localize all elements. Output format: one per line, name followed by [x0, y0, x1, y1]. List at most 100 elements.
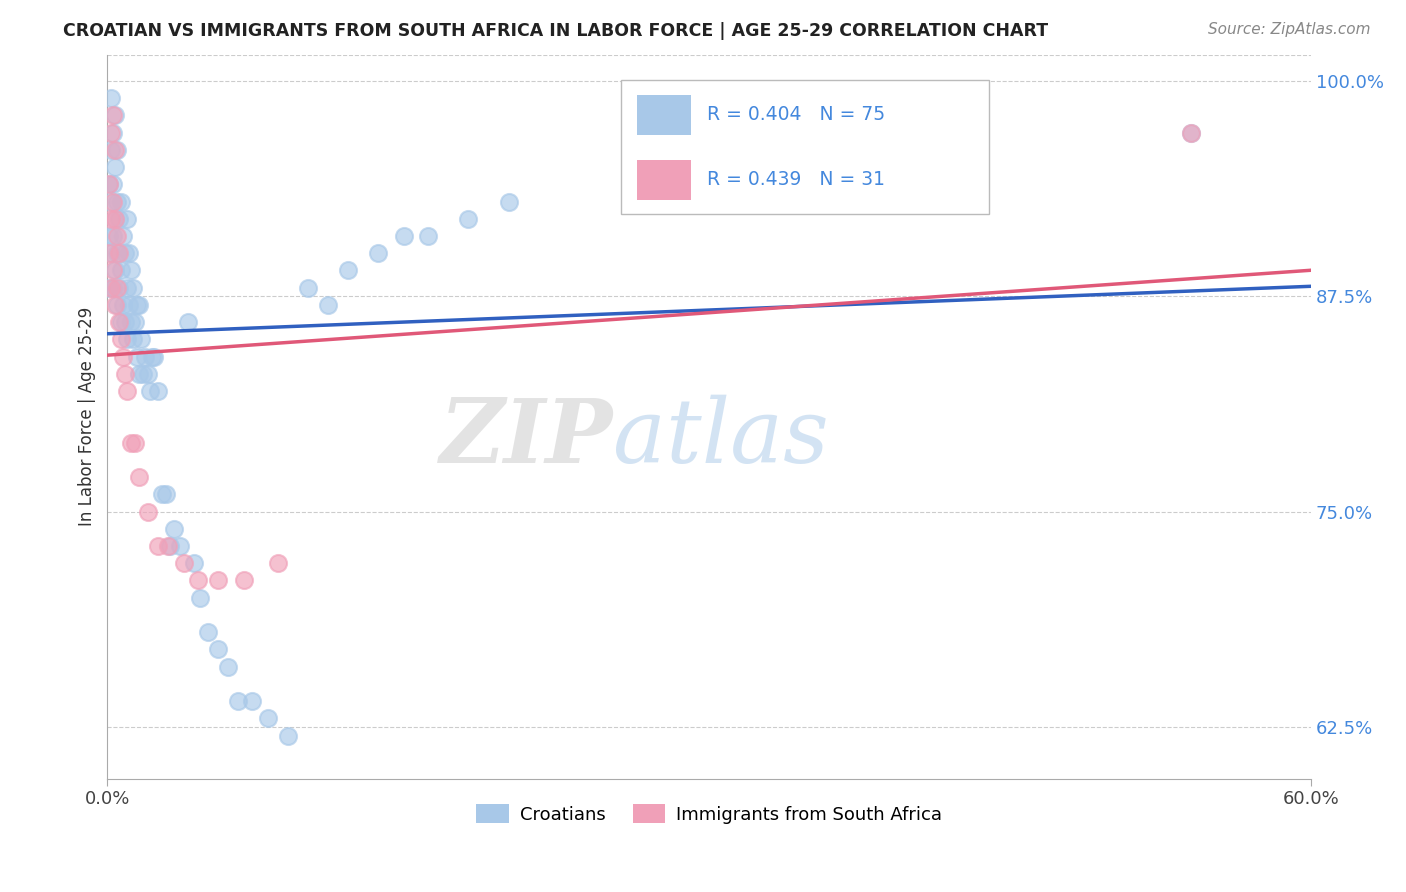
Point: [117, 211, 139, 226]
Point: [108, 281, 131, 295]
Point: [120, 435, 142, 450]
Point: [141, 350, 163, 364]
Point: [103, 229, 125, 244]
Point: [107, 246, 129, 260]
Point: [146, 539, 169, 553]
Point: [1180, 126, 1202, 140]
Point: [176, 315, 198, 329]
Point: [240, 694, 263, 708]
Point: [104, 211, 127, 226]
Point: [117, 384, 139, 398]
Point: [498, 194, 520, 209]
Point: [120, 315, 142, 329]
Point: [110, 315, 132, 329]
Point: [104, 263, 127, 277]
Point: [110, 332, 132, 346]
Text: atlas: atlas: [613, 395, 828, 482]
Point: [112, 350, 135, 364]
Point: [107, 298, 129, 312]
Point: [114, 246, 136, 260]
Point: [104, 143, 127, 157]
Point: [98, 229, 121, 244]
Point: [217, 659, 239, 673]
Point: [457, 211, 479, 226]
Point: [103, 263, 125, 277]
Point: [104, 298, 127, 312]
Point: [136, 367, 159, 381]
Point: [112, 298, 135, 312]
Point: [107, 281, 129, 295]
Point: [128, 298, 150, 312]
Point: [162, 522, 184, 536]
Point: [103, 281, 125, 295]
Point: [112, 229, 135, 244]
Point: [277, 729, 299, 743]
FancyBboxPatch shape: [637, 160, 692, 200]
Point: [188, 591, 211, 605]
Point: [128, 367, 150, 381]
Point: [100, 194, 122, 209]
Point: [120, 263, 142, 277]
Point: [394, 229, 416, 244]
Point: [114, 367, 136, 381]
Point: [134, 350, 156, 364]
Point: [100, 143, 122, 157]
Point: [108, 315, 131, 329]
Text: R = 0.439   N = 31: R = 0.439 N = 31: [707, 170, 884, 189]
Point: [110, 263, 132, 277]
Point: [146, 384, 169, 398]
Point: [297, 281, 319, 295]
Point: [638, 160, 661, 174]
Point: [108, 246, 131, 260]
Point: [98, 178, 121, 192]
Point: [367, 246, 389, 260]
Point: [98, 178, 121, 192]
Point: [138, 384, 160, 398]
Point: [104, 160, 127, 174]
Point: [122, 332, 145, 346]
Point: [107, 229, 129, 244]
Point: [110, 194, 132, 209]
Point: [104, 211, 127, 226]
Text: ZIP: ZIP: [440, 395, 613, 482]
Point: [117, 281, 139, 295]
Point: [173, 556, 195, 570]
Point: [100, 91, 122, 105]
Text: Source: ZipAtlas.com: Source: ZipAtlas.com: [1208, 22, 1371, 37]
Text: CROATIAN VS IMMIGRANTS FROM SOUTH AFRICA IN LABOR FORCE | AGE 25-29 CORRELATION : CROATIAN VS IMMIGRANTS FROM SOUTH AFRICA…: [63, 22, 1049, 40]
Point: [136, 505, 159, 519]
Point: [103, 194, 125, 209]
Point: [107, 194, 129, 209]
Point: [169, 539, 191, 553]
Text: R = 0.404   N = 75: R = 0.404 N = 75: [707, 105, 884, 124]
FancyBboxPatch shape: [637, 95, 692, 135]
Point: [128, 470, 150, 484]
Legend: Croatians, Immigrants from South Africa: Croatians, Immigrants from South Africa: [470, 797, 949, 831]
Point: [103, 178, 125, 192]
Point: [418, 229, 440, 244]
Point: [100, 126, 122, 140]
Point: [207, 574, 229, 588]
Point: [114, 315, 136, 329]
Y-axis label: In Labor Force | Age 25-29: In Labor Force | Age 25-29: [79, 307, 96, 526]
Point: [131, 332, 153, 346]
Point: [207, 642, 229, 657]
Point: [122, 281, 145, 295]
Point: [108, 211, 131, 226]
Point: [142, 350, 165, 364]
Point: [124, 435, 146, 450]
Point: [1180, 126, 1202, 140]
Point: [100, 246, 122, 260]
Point: [187, 574, 209, 588]
Point: [100, 281, 122, 295]
Point: [118, 246, 141, 260]
Point: [257, 711, 280, 725]
Point: [98, 281, 121, 295]
Point: [226, 694, 249, 708]
Point: [127, 350, 149, 364]
Point: [104, 108, 127, 122]
FancyBboxPatch shape: [621, 80, 988, 214]
Point: [337, 263, 360, 277]
Point: [316, 298, 339, 312]
Point: [117, 332, 139, 346]
